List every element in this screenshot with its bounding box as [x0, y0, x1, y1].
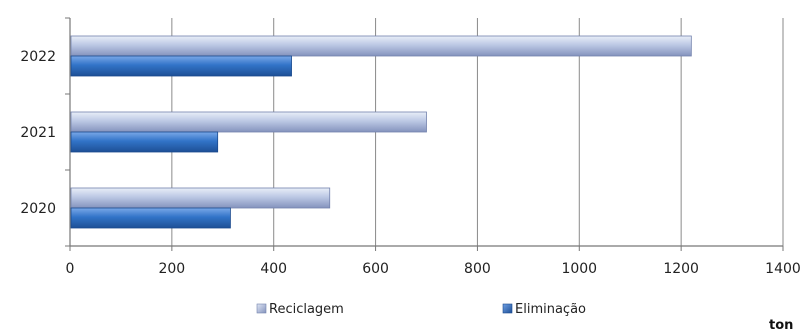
axes — [65, 17, 784, 251]
y-tick-label-2021: 2021 — [20, 125, 56, 141]
bar-2021-reciclagem — [70, 111, 427, 133]
bar-2022-eliminação — [70, 55, 292, 77]
x-tick-label-200: 200 — [158, 261, 185, 277]
x-tick-label-1200: 1200 — [663, 261, 699, 277]
bar-2021-eliminação — [70, 131, 219, 153]
x-tick-label-1000: 1000 — [561, 261, 597, 277]
unit-label: ton — [769, 318, 793, 333]
legend: Reciclagem Eliminação — [256, 302, 586, 317]
x-tick-label-0: 0 — [66, 261, 75, 277]
legend-label-reciclagem: Reciclagem — [269, 302, 344, 317]
bars — [70, 35, 692, 229]
x-tick-label-800: 800 — [464, 261, 491, 277]
tick-labels: 0 200 400 600 800 1000 1200 1400 2020 2021 2022 — [20, 49, 800, 277]
legend-label-eliminação: Eliminação — [515, 302, 586, 317]
bar-2020-eliminação — [70, 207, 231, 229]
bar-2022-reciclagem — [70, 35, 692, 57]
x-tick-label-600: 600 — [362, 261, 389, 277]
y-tick-label-2020: 2020 — [20, 201, 56, 217]
x-tick-label-400: 400 — [260, 261, 287, 277]
legend-swatch-eliminação — [502, 303, 513, 314]
y-tick-label-2022: 2022 — [20, 49, 56, 65]
legend-swatch-reciclagem — [256, 303, 267, 314]
bar-2020-reciclagem — [70, 187, 331, 209]
x-tick-label-1400: 1400 — [765, 261, 801, 277]
